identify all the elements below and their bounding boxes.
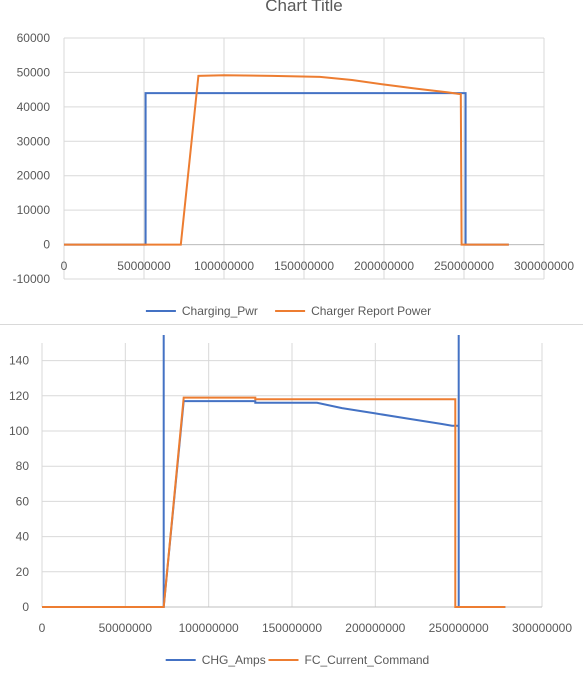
x-tick-label: 250000000 xyxy=(429,621,489,635)
x-tick-label: 300000000 xyxy=(514,259,574,273)
y-tick-label: 10000 xyxy=(17,203,51,217)
series-line-chg-amps xyxy=(42,335,506,608)
y-tick-label: 100 xyxy=(9,424,29,438)
legend-label: FC_Current_Command xyxy=(305,653,430,667)
y-tick-label: 60 xyxy=(16,494,30,508)
chart-power: Chart Title -10000 0 10000 20000 30000 40000 50… xyxy=(13,0,575,318)
y-tick-label: 40 xyxy=(16,530,30,544)
x-tick-label: 300000000 xyxy=(512,621,572,635)
x-tick-label: 150000000 xyxy=(274,259,334,273)
y-tick-label: 20000 xyxy=(17,169,51,183)
x-tick-label: 100000000 xyxy=(194,259,254,273)
x-tick-label: 200000000 xyxy=(354,259,414,273)
y-tick-label: 50000 xyxy=(17,65,51,79)
y-tick-label: 80 xyxy=(16,459,30,473)
series-line-fc-current-command xyxy=(42,396,506,608)
x-tick-label: 50000000 xyxy=(99,621,153,635)
y-tick-label: 60000 xyxy=(17,31,51,45)
x-tick-label: 0 xyxy=(39,621,46,635)
chart-current: 0 20 40 60 80 100 120 140 0 50000000 100000000 1500… xyxy=(9,335,572,667)
y-tick-label: 40000 xyxy=(17,100,51,114)
y-tick-label: 0 xyxy=(22,600,29,614)
x-tick-label: 100000000 xyxy=(179,621,239,635)
y-tick-label: 0 xyxy=(43,238,50,252)
y-tick-label: 140 xyxy=(9,354,29,368)
legend-label: Charging_Pwr xyxy=(182,304,258,318)
y-tick-label: 20 xyxy=(16,565,30,579)
chart-separator xyxy=(0,324,583,325)
legend-label: Charger Report Power xyxy=(311,304,431,318)
y-tick-label: -10000 xyxy=(13,272,51,286)
x-tick-label: 150000000 xyxy=(262,621,322,635)
chart-title: Chart Title xyxy=(265,0,342,15)
x-tick-label: 250000000 xyxy=(434,259,494,273)
x-tick-label: 200000000 xyxy=(345,621,405,635)
series-line-charger-report-power xyxy=(64,74,509,246)
legend-label: CHG_Amps xyxy=(202,653,266,667)
y-tick-label: 120 xyxy=(9,389,29,403)
y-tick-label: 30000 xyxy=(17,134,51,148)
x-tick-label: 50000000 xyxy=(117,259,171,273)
series-line-charging-pwr xyxy=(64,92,509,246)
x-tick-label: 0 xyxy=(61,259,68,273)
